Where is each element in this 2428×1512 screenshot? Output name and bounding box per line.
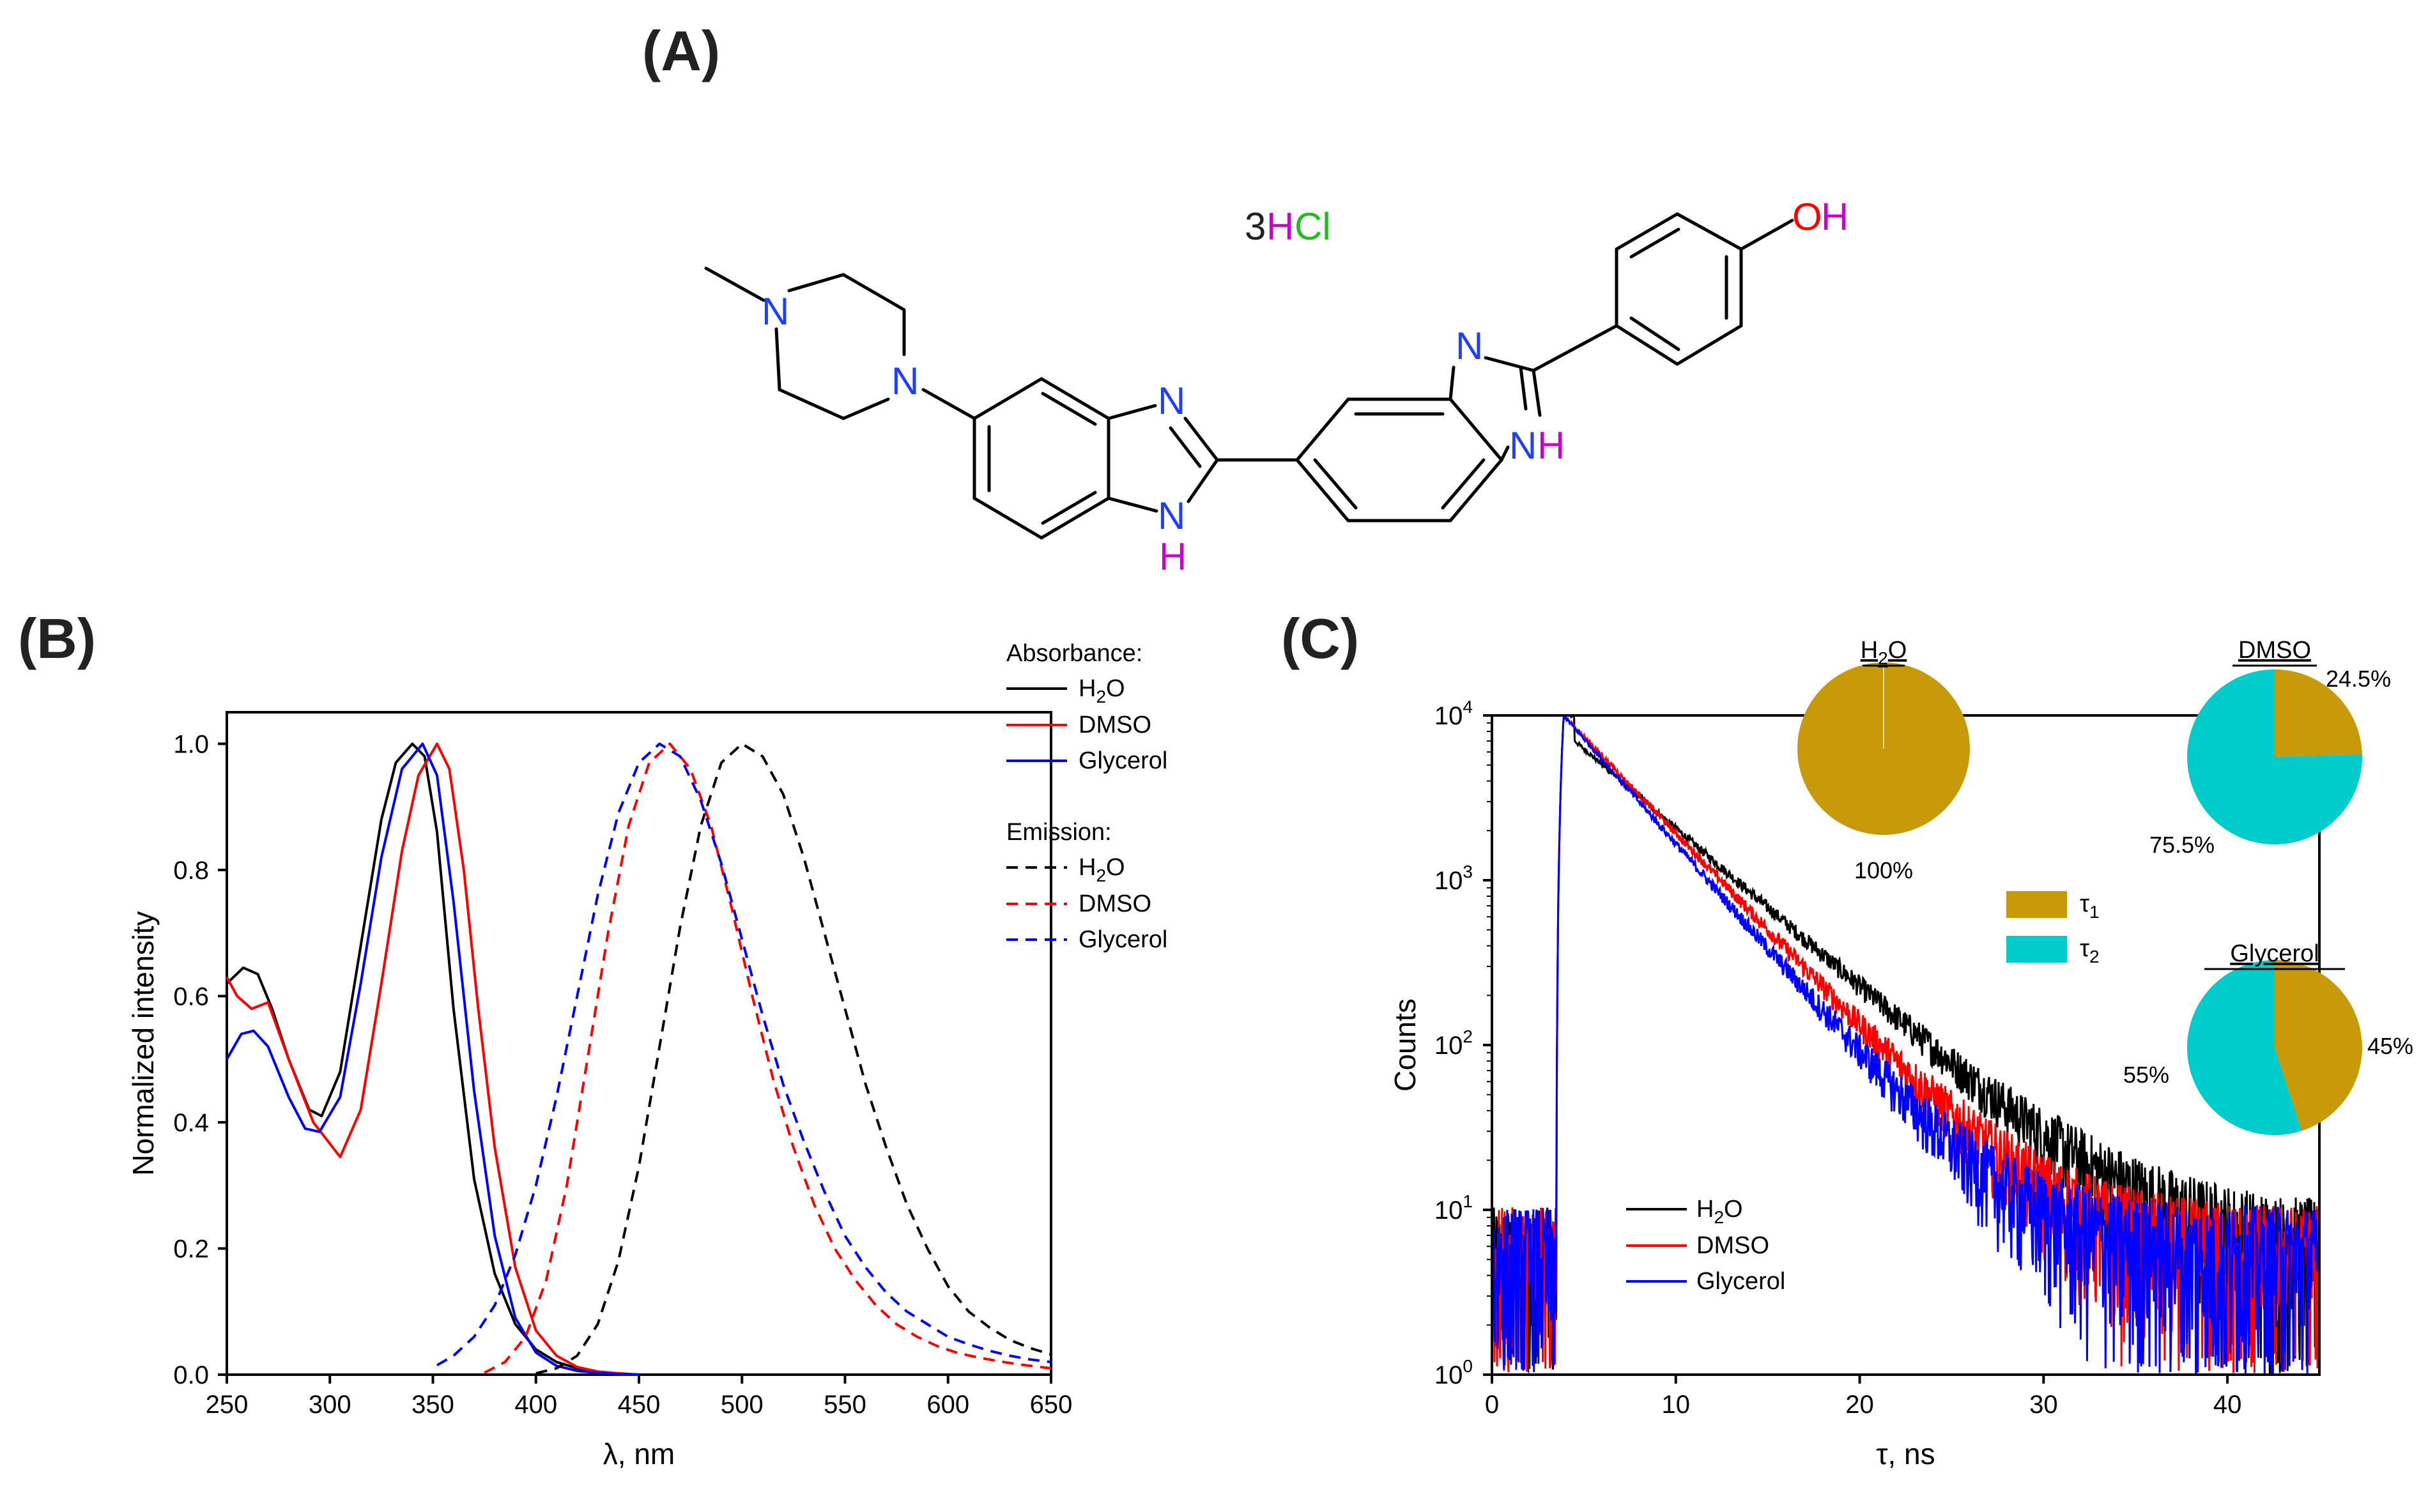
atom-n-imid2-top: N xyxy=(1456,325,1483,367)
pie-slice xyxy=(2186,960,2302,1135)
atom-h-oh: H xyxy=(1821,195,1848,238)
y-tick-label: 1.0 xyxy=(173,730,209,758)
pie-slice xyxy=(2186,669,2362,844)
legend-entry-label: H2O xyxy=(1079,675,1125,706)
x-axis-title: λ, nm xyxy=(603,1437,675,1470)
x-tick-label: 450 xyxy=(618,1391,661,1419)
legend-c: H2O DMSO Glycerol xyxy=(1626,1196,1785,1295)
y-tick-label: 0.0 xyxy=(173,1361,209,1389)
series-line-4 xyxy=(535,742,1052,1375)
atom-o: O xyxy=(1792,195,1822,238)
pie-slice xyxy=(2275,960,2362,1131)
atom-h-imid1: H xyxy=(1159,535,1187,578)
lifetime-swatch xyxy=(2006,891,2067,918)
panel-label-c: (C) xyxy=(1281,607,1359,670)
y-tick-label: 102 xyxy=(1434,1027,1473,1060)
pie-percent-label: 100% xyxy=(1854,857,1913,883)
x-tick-label: 350 xyxy=(411,1391,454,1419)
x-tick-label: 0 xyxy=(1485,1391,1499,1419)
legend-entry-label: Glycerol xyxy=(1696,1268,1785,1295)
salt-3: 3 xyxy=(1245,205,1266,248)
y-tick-label: 0.8 xyxy=(173,857,209,885)
pie-percent-label: 55% xyxy=(2123,1062,2169,1088)
y-axis-title: Counts xyxy=(1388,998,1422,1092)
decay-trace-glycerol xyxy=(1492,715,2319,1375)
salt-h: H xyxy=(1266,205,1294,248)
x-tick-label: 650 xyxy=(1030,1391,1073,1419)
y-axis: 100 101 102 103 104 xyxy=(1434,697,1492,1389)
salt-cl: Cl xyxy=(1295,205,1331,248)
lifetime-label: τ1 xyxy=(2080,890,2100,922)
chart-c: 0 10 20 30 40 100 101 102 103 104 τ, ns Counts H2O DM… xyxy=(1388,637,2413,1470)
x-axis-title: τ, ns xyxy=(1876,1437,1935,1470)
series-line-2 xyxy=(226,742,640,1376)
x-tick-label: 600 xyxy=(926,1391,969,1419)
y-tick-label: 103 xyxy=(1434,862,1473,895)
legend-entry-label: DMSO xyxy=(1079,890,1151,917)
x-tick-label: 550 xyxy=(824,1391,866,1419)
pie-percent-label: 45% xyxy=(2367,1033,2413,1059)
pie-chart-3: Glycerol 45% 55% xyxy=(2123,940,2413,1135)
pie-slice xyxy=(2275,669,2362,757)
x-tick-label: 400 xyxy=(514,1391,557,1419)
legend-b: Absorbance: Emission: H2O DMSO Glycerol H2O DM… xyxy=(1006,640,1167,953)
x-tick-label: 500 xyxy=(721,1391,764,1419)
pie-percent-label: 75.5% xyxy=(2149,832,2215,858)
y-tick-label: 100 xyxy=(1434,1356,1473,1389)
y-axis: 0.0 0.2 0.4 0.6 0.8 1.0 xyxy=(173,730,227,1389)
y-tick-label: 104 xyxy=(1434,697,1473,730)
atom-n-imid1-top: N xyxy=(1158,379,1185,422)
legend-entry-label: DMSO xyxy=(1079,712,1151,738)
structure-atom-labels: 3 H Cl N N N N H N N H O H xyxy=(762,195,1848,578)
y-tick-label: 101 xyxy=(1434,1191,1473,1225)
x-tick-label: 10 xyxy=(1662,1391,1691,1419)
panel-label-a: (A) xyxy=(642,19,720,82)
legend-entry-label: Glycerol xyxy=(1079,747,1167,774)
x-tick-label: 30 xyxy=(2029,1391,2058,1419)
y-tick-label: 0.6 xyxy=(173,982,209,1011)
atom-n-pip-bottom: N xyxy=(891,360,919,402)
x-tick-label: 40 xyxy=(2213,1391,2242,1419)
y-axis-title: Normalized intensity xyxy=(127,911,160,1175)
pie-title: DMSO xyxy=(2238,637,2311,664)
atom-n-pip-top: N xyxy=(762,290,789,333)
chart-b: 250 300 350 400 450 500 550 600 6500.00.20.40.60… xyxy=(127,640,1167,1470)
atom-h-imid2: H xyxy=(1537,424,1565,467)
legend-entry-label: Glycerol xyxy=(1079,926,1167,953)
x-axis: 0 10 20 30 40 xyxy=(1485,1375,2241,1419)
x-tick-label: 300 xyxy=(309,1391,351,1419)
lifetime-label: τ2 xyxy=(2080,935,2100,966)
series-line-5 xyxy=(484,742,1052,1374)
atom-n-imid2-nh: N xyxy=(1509,424,1537,467)
y-tick-label: 0.4 xyxy=(173,1109,209,1137)
x-tick-label: 20 xyxy=(1845,1391,1874,1419)
series-line-6 xyxy=(436,742,1052,1366)
lifetime-swatch xyxy=(2006,936,2067,963)
legend-entry-label: H2O xyxy=(1079,854,1125,885)
atom-n-imid1-bottom: N xyxy=(1158,494,1185,537)
pie-chart-2: DMSO 24.5% 75.5% xyxy=(2149,637,2391,858)
series-line-3 xyxy=(226,742,640,1376)
y-tick-label: 0.2 xyxy=(173,1235,209,1263)
x-axis: 250 300 350 400 450 500 550 600 650 xyxy=(206,1375,1073,1419)
legend-entry-label: DMSO xyxy=(1696,1232,1769,1259)
pie-title: Glycerol xyxy=(2230,940,2319,967)
pie-title: H2O xyxy=(1861,637,1907,668)
legend-emission-title: Emission: xyxy=(1006,819,1112,846)
pie-chart-1: H2O 100% xyxy=(1797,637,1970,883)
chemical-structure xyxy=(704,212,1794,540)
legend-entry-label: H2O xyxy=(1696,1196,1743,1227)
panel-label-b: (B) xyxy=(18,607,96,670)
legend-absorbance-title: Absorbance: xyxy=(1006,640,1142,667)
pie-percent-label: 24.5% xyxy=(2326,666,2391,692)
x-tick-label: 250 xyxy=(206,1391,249,1419)
